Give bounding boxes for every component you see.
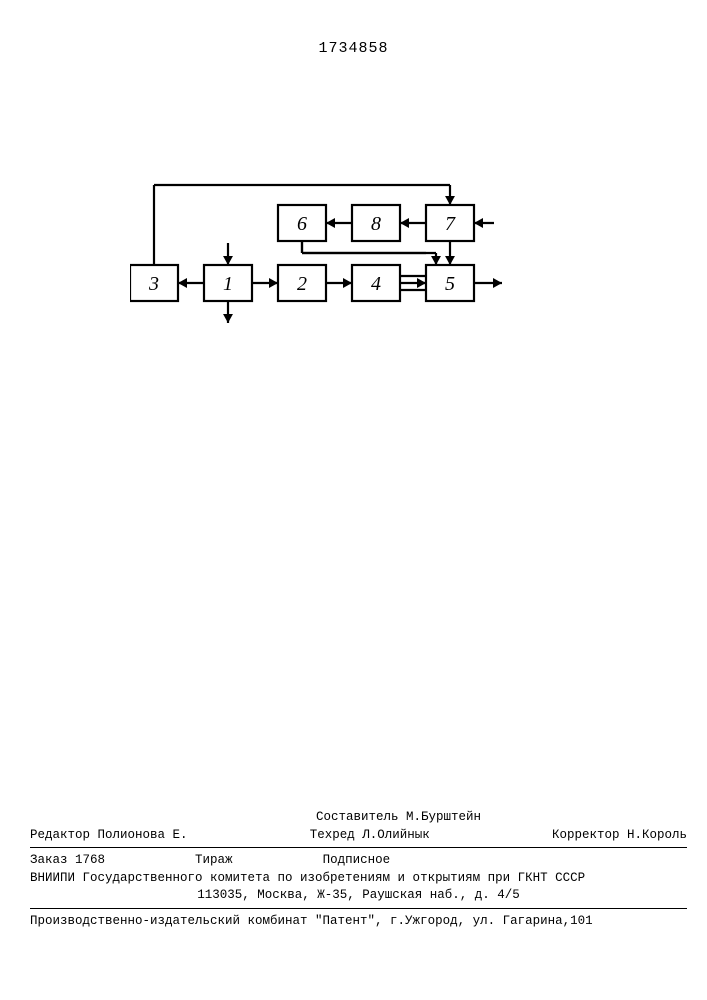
order-row: Заказ 1768 Тираж Подписное	[30, 852, 687, 870]
corrector-label: Корректор	[552, 828, 620, 842]
editor-label: Редактор	[30, 828, 90, 842]
block-label-5: 5	[445, 273, 455, 295]
compiler-label: Составитель	[316, 810, 399, 824]
page: 1734858 3 1 2 4 5 6 8 7 Составитель М.Бурштейн …	[0, 0, 707, 1000]
document-number: 1734858	[0, 40, 707, 57]
footer-block: Составитель М.Бурштейн Редактор Полионов…	[30, 809, 687, 930]
block-label-3: 3	[148, 273, 159, 295]
corrector-name: Н.Король	[627, 828, 687, 842]
block-label-6: 6	[297, 213, 307, 235]
dashed-divider	[30, 908, 687, 909]
block-diagram: 3 1 2 4 5 6 8 7	[130, 175, 510, 355]
org-line: ВНИИПИ Государственного комитета по изоб…	[30, 870, 687, 888]
addr-line: 113035, Москва, Ж-35, Раушская наб., д. …	[30, 887, 687, 905]
order-no: 1768	[75, 853, 105, 867]
block-label-1: 1	[223, 273, 233, 295]
block-label-2: 2	[297, 273, 307, 295]
block-label-4: 4	[371, 273, 381, 295]
tirazh-label: Тираж	[195, 852, 233, 870]
techred-name: Л.Олийнык	[362, 828, 430, 842]
block-label-7: 7	[445, 213, 456, 235]
printer-line: Производственно-издательский комбинат "П…	[30, 913, 687, 931]
techred-label: Техред	[310, 828, 355, 842]
order-label: Заказ	[30, 853, 68, 867]
editor-name: Полионова Е.	[98, 828, 188, 842]
divider	[30, 847, 687, 848]
credits-row: Редактор Полионова Е. Техред Л.Олийнык К…	[30, 827, 687, 845]
podpisnoe-label: Подписное	[323, 852, 391, 870]
compiler-name: М.Бурштейн	[406, 810, 481, 824]
block-label-8: 8	[371, 213, 381, 235]
